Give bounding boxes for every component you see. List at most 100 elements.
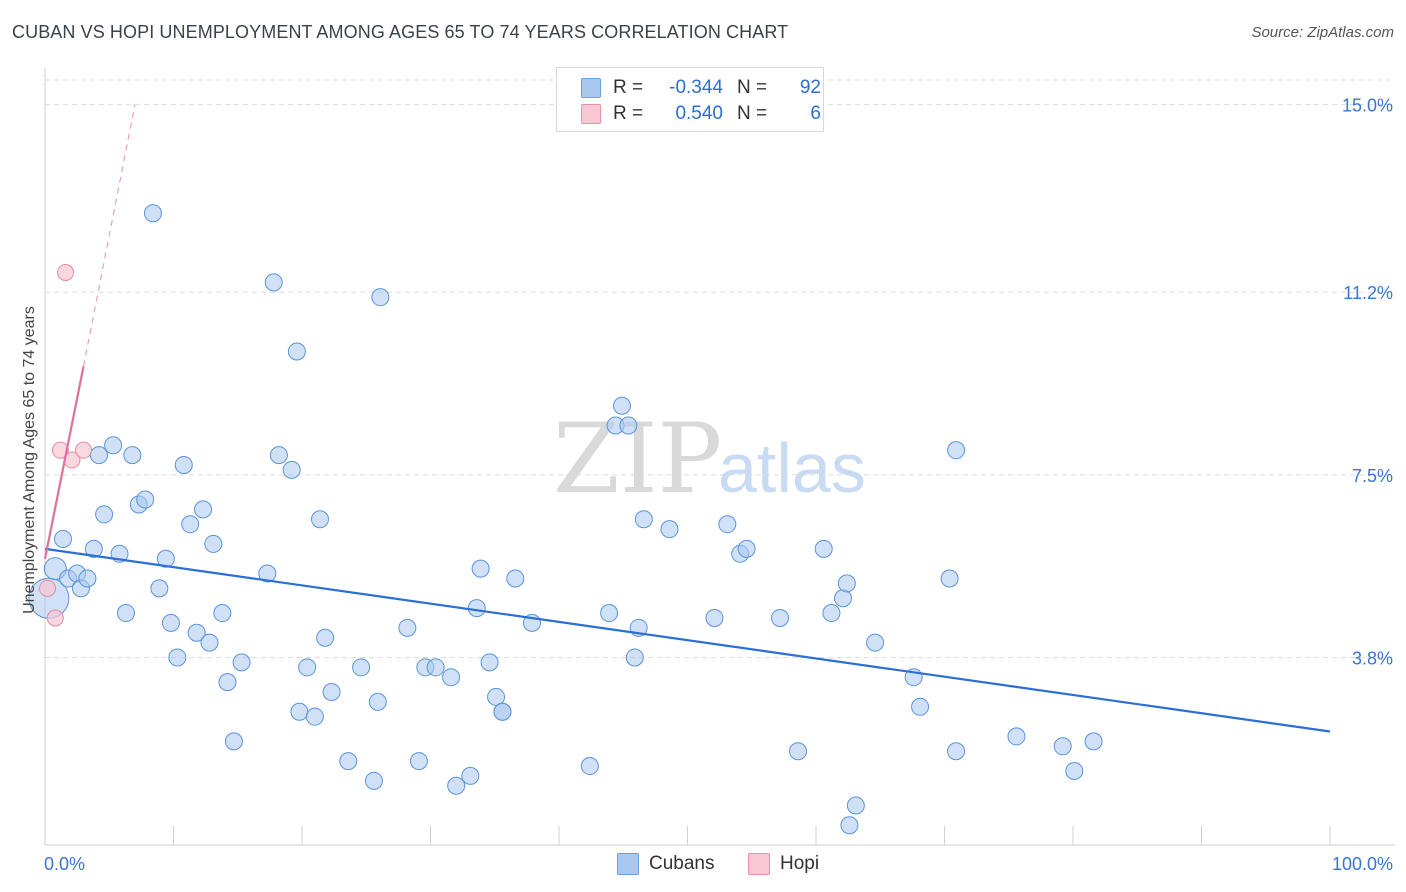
cuban-point (718, 515, 737, 534)
cuban-point (846, 796, 865, 815)
data-points (28, 204, 1103, 835)
cuban-point (1007, 727, 1026, 746)
cuban-point (287, 342, 306, 361)
cubans-trend-line (44, 547, 1331, 733)
r-value: -0.344 (669, 77, 723, 98)
cuban-point (156, 549, 175, 568)
r-label: R = (613, 77, 644, 98)
y-tick-label: 7.5% (1352, 466, 1393, 486)
cuban-point (814, 539, 833, 558)
stats-row-hopi: R = 0.540 N = 6 (581, 102, 821, 126)
cuban-point (625, 648, 644, 667)
trend-lines (43, 104, 1331, 733)
cuban-point (181, 515, 200, 534)
gridlines (45, 79, 1395, 658)
hopi-trend-line (43, 366, 85, 559)
cuban-point (224, 732, 243, 751)
n-value: 6 (810, 103, 821, 124)
cuban-point (368, 692, 387, 711)
stats-legend: R = -0.344 N = 92 R = 0.540 N = 6 (556, 67, 824, 132)
cuban-point (940, 569, 959, 588)
n-label: N = (737, 103, 768, 124)
cuban-point (264, 273, 283, 292)
cuban-point (89, 446, 108, 465)
chart-title: CUBAN VS HOPI UNEMPLOYMENT AMONG AGES 65… (12, 22, 789, 42)
cuban-point (480, 653, 499, 672)
cuban-point (104, 436, 123, 455)
cuban-point (204, 534, 223, 553)
hopi-point (57, 263, 75, 281)
cuban-point (187, 623, 206, 642)
cuban-point (471, 559, 490, 578)
cuban-point (580, 757, 599, 776)
cuban-point (911, 697, 930, 716)
cuban-point (634, 510, 653, 529)
legend-item-cubans[interactable]: Cubans (617, 851, 715, 877)
hopi-point (39, 579, 57, 597)
cuban-point (442, 668, 461, 687)
watermark: ZIP atlas (553, 403, 866, 515)
cuban-point (1084, 732, 1103, 751)
cuban-point (84, 539, 103, 558)
cuban-point (737, 539, 756, 558)
cuban-point (282, 460, 301, 479)
cuban-point (866, 633, 885, 652)
cuban-point (1065, 761, 1084, 780)
x-tick-label: 100.0% (1332, 854, 1393, 874)
cuban-point (619, 416, 638, 435)
tick-labels: 3.8% 7.5% 11.2% 15.0% 0.0% 100.0% (44, 96, 1393, 874)
cuban-point (771, 608, 790, 627)
cubans-swatch (581, 78, 601, 98)
axes (44, 68, 1395, 846)
cuban-point (339, 752, 358, 771)
hopi-trend-extension (82, 104, 136, 367)
cuban-point (506, 569, 525, 588)
cuban-point (168, 648, 187, 667)
cuban-point (447, 776, 466, 795)
cuban-point (95, 505, 114, 524)
stats-row-cubans: R = -0.344 N = 92 (581, 76, 821, 100)
hopi-point (51, 441, 69, 459)
cuban-point (232, 653, 251, 672)
cubans-legend-swatch (617, 853, 639, 875)
cuban-point (78, 569, 97, 588)
r-value: 0.540 (675, 103, 723, 124)
y-tick-label: 15.0% (1342, 96, 1393, 116)
source-label: Source: ZipAtlas.com (1251, 24, 1394, 41)
cuban-point (116, 604, 135, 623)
cuban-point (364, 771, 383, 790)
cuban-point (371, 288, 390, 307)
cuban-point (600, 604, 619, 623)
cuban-point (840, 816, 859, 835)
cuban-point (290, 702, 309, 721)
cuban-point (493, 702, 512, 721)
cuban-point (174, 455, 193, 474)
cuban-point (947, 742, 966, 761)
watermark-atlas: atlas (718, 429, 866, 507)
n-value: 92 (799, 77, 821, 98)
cuban-point (1053, 737, 1072, 756)
hopi-point (46, 609, 64, 627)
cuban-point (136, 490, 155, 509)
cuban-point (660, 520, 679, 539)
cuban-point (487, 687, 506, 706)
x-tick-label: 0.0% (44, 854, 85, 874)
cuban-point (194, 500, 213, 519)
n-label: N = (737, 77, 768, 98)
y-tick-label: 3.8% (1352, 648, 1393, 668)
cuban-point (822, 604, 841, 623)
cuban-point (316, 628, 335, 647)
cuban-point (53, 530, 72, 548)
cuban-point (269, 446, 288, 465)
cuban-point (143, 204, 162, 223)
cuban-point (612, 396, 631, 415)
cuban-point (789, 742, 808, 761)
cuban-point (398, 618, 417, 637)
cuban-point (123, 446, 142, 465)
cuban-point (305, 707, 324, 726)
legend-item-hopi[interactable]: Hopi (748, 851, 819, 877)
r-label: R = (613, 103, 644, 124)
legend-label-hopi: Hopi (780, 853, 820, 874)
cuban-point (258, 564, 277, 583)
cuban-point (352, 658, 371, 677)
